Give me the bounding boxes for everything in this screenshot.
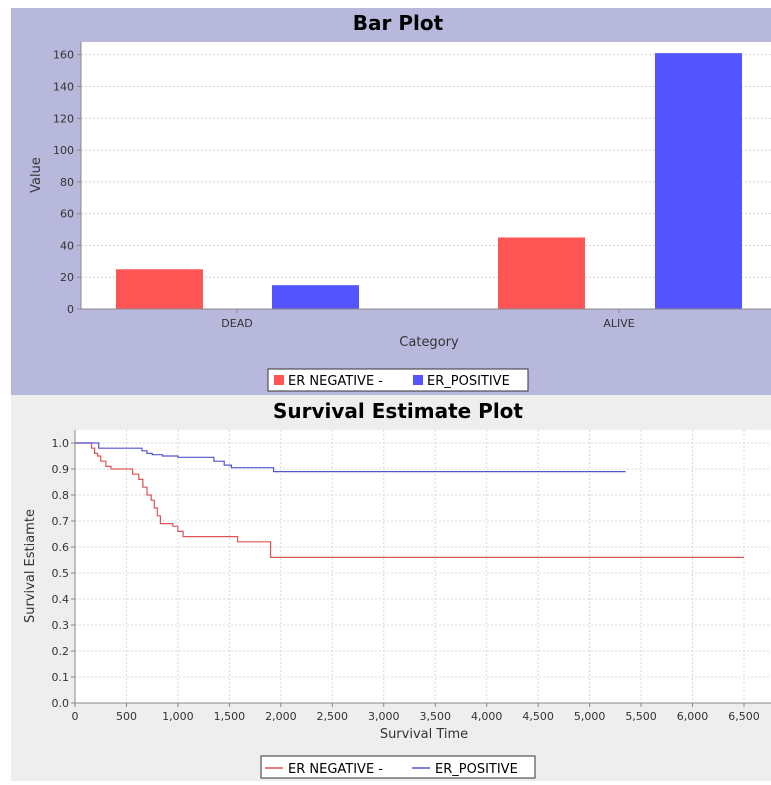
survival-line-er-positive — [75, 442, 626, 473]
bar-plot-panel: Bar Plot 0 20 40 60 80 100 120 140 160 DEAD ALIVE… — [11, 8, 771, 395]
survival-plot-xlabel: Survival Time — [380, 727, 468, 742]
bar-ytick-label: 80 — [60, 176, 74, 189]
bar-plot-x-ticks: DEAD ALIVE — [221, 309, 635, 330]
bar-plot-gridlines — [81, 54, 771, 278]
survival-xtick-label: 0 — [72, 710, 79, 723]
survival-xtick-label: 5,500 — [625, 710, 657, 723]
bar-plot-bars — [116, 53, 742, 309]
survival-ytick-label: 0.1 — [52, 671, 70, 684]
bar-legend-swatch-er-positive — [413, 375, 423, 385]
survival-line-er-negative — [75, 442, 744, 558]
survival-plot-ylabel: Survival Estiamte — [23, 509, 38, 623]
survival-xtick-label: 6,000 — [677, 710, 709, 723]
survival-ytick-label: 0.5 — [52, 567, 70, 580]
bar-ytick-label: 120 — [53, 112, 74, 125]
bar-legend-swatch-er-negative — [274, 375, 284, 385]
survival-xtick-label: 3,500 — [419, 710, 451, 723]
bar-xtick-label: ALIVE — [603, 317, 634, 330]
survival-plot-x-ticks: 0 500 1,000 1,500 2,000 2,500 3,000 3,500 4,000 4… — [72, 703, 760, 723]
bar-ytick-label: 40 — [60, 239, 74, 252]
survival-xtick-label: 1,500 — [214, 710, 246, 723]
bar-ytick-label: 140 — [53, 81, 74, 94]
survival-xtick-label: 4,500 — [522, 710, 554, 723]
survival-legend-label-er-positive: ER_POSITIVE — [435, 762, 518, 777]
survival-ytick-label: 0.7 — [52, 515, 70, 528]
survival-ytick-label: 0.0 — [52, 697, 70, 710]
bar-plot-y-ticks: 0 20 40 60 80 100 120 140 160 — [53, 49, 81, 316]
survival-plot-panel: Survival Estimate Plot 0.00.10.20.30.40.… — [11, 395, 771, 781]
survival-xtick-label: 6,500 — [728, 710, 760, 723]
survival-ytick-label: 0.9 — [52, 463, 70, 476]
survival-plot-title: Survival Estimate Plot — [273, 399, 523, 423]
survival-plot-lines — [75, 442, 744, 558]
survival-xtick-label: 1,000 — [162, 710, 194, 723]
survival-xtick-label: 2,500 — [317, 710, 349, 723]
bar-alive-er-positive — [655, 53, 742, 309]
bar-plot-title: Bar Plot — [353, 11, 444, 35]
survival-xtick-label: 4,000 — [471, 710, 503, 723]
bar-dead-er-positive — [272, 285, 359, 309]
bar-xtick-label: DEAD — [221, 317, 252, 330]
bar-plot-xlabel: Category — [399, 335, 459, 350]
survival-legend-label-er-negative: ER NEGATIVE - — [288, 762, 383, 777]
survival-xtick-label: 2,000 — [265, 710, 297, 723]
survival-ytick-label: 0.3 — [52, 619, 70, 632]
survival-legend-box — [260, 755, 536, 779]
survival-plot-area — [75, 430, 771, 703]
bar-legend-label-er-positive: ER_POSITIVE — [427, 374, 510, 389]
bar-alive-er-negative — [498, 237, 585, 309]
bar-legend-label-er-negative: ER NEGATIVE - — [288, 374, 383, 389]
bar-plot-legend: ER NEGATIVE - ER_POSITIVE — [267, 368, 529, 392]
survival-ytick-label: 0.2 — [52, 645, 70, 658]
survival-ytick-label: 0.8 — [52, 489, 70, 502]
survival-plot-gridlines — [75, 430, 771, 703]
survival-ytick-label: 1.0 — [52, 437, 70, 450]
survival-xtick-label: 3,000 — [368, 710, 400, 723]
survival-plot-y-ticks: 0.0 0.1 0.2 0.3 0.4 0.5 0.6 0.7 0.8 0.9 1.0 — [52, 437, 75, 710]
bar-ytick-label: 160 — [53, 49, 74, 62]
bar-ytick-label: 0 — [67, 303, 74, 316]
survival-xtick-label: 5,000 — [574, 710, 606, 723]
survival-ytick-label: 0.6 — [52, 541, 70, 554]
survival-plot-legend: ER NEGATIVE - ER_POSITIVE — [260, 755, 536, 779]
bar-ytick-label: 100 — [53, 144, 74, 157]
survival-xtick-label: 500 — [116, 710, 137, 723]
bar-legend-box — [267, 368, 529, 392]
bar-ytick-label: 20 — [60, 271, 74, 284]
survival-ytick-label: 0.4 — [52, 593, 70, 606]
bar-dead-er-negative — [116, 269, 203, 309]
bar-ytick-label: 60 — [60, 208, 74, 221]
bar-plot-ylabel: Value — [29, 157, 44, 193]
